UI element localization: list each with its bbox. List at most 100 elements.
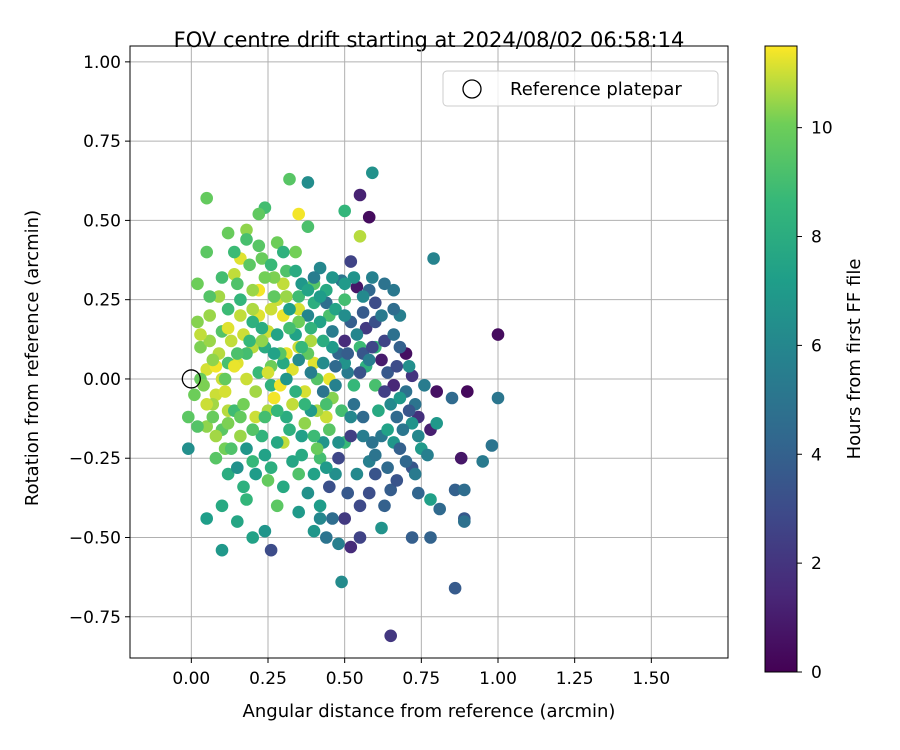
x-axis-label: Angular distance from reference (arcmin) [243, 701, 616, 722]
data-point [307, 271, 321, 284]
data-point [326, 325, 339, 338]
data-point [384, 398, 398, 411]
data-point [224, 334, 238, 348]
data-point [292, 467, 306, 481]
data-point [215, 271, 229, 284]
colorbar [764, 45, 798, 673]
data-point [356, 306, 370, 319]
data-point [270, 328, 284, 341]
data-point [390, 360, 404, 373]
data-point [387, 283, 401, 297]
data-point [412, 429, 425, 443]
colorbar-tick-label: 0 [811, 663, 822, 683]
data-point [221, 417, 235, 430]
data-point [261, 366, 275, 379]
data-point [338, 277, 352, 291]
data-point [191, 277, 204, 291]
x-tick-label: 1.25 [556, 669, 594, 689]
data-point [421, 448, 434, 462]
data-point [231, 515, 244, 528]
data-point [313, 499, 327, 513]
legend: Reference platepar [442, 70, 719, 107]
data-point [240, 347, 253, 360]
data-point [277, 356, 290, 370]
data-point [237, 480, 250, 494]
y-tick-label: 0.75 [83, 132, 121, 152]
data-point [338, 293, 352, 307]
data-point [286, 455, 299, 468]
data-point [329, 302, 342, 316]
data-point [206, 410, 220, 424]
colorbar-label: Hours from first FF file [844, 259, 865, 460]
data-point [292, 353, 306, 367]
data-point [320, 531, 333, 544]
data-point [264, 379, 278, 392]
data-point [378, 334, 391, 348]
data-point [491, 391, 505, 405]
data-point [255, 252, 269, 265]
data-point [289, 264, 302, 278]
data-point [218, 385, 232, 398]
data-point [393, 391, 407, 405]
data-point [267, 391, 281, 405]
data-point [249, 467, 262, 481]
data-point [298, 417, 312, 430]
data-point [255, 321, 269, 335]
data-point [412, 486, 425, 500]
data-point [458, 515, 471, 528]
data-point [338, 334, 352, 348]
data-point [212, 290, 226, 303]
data-point [246, 455, 259, 468]
data-point [408, 467, 422, 481]
data-point [344, 540, 358, 554]
data-point [252, 239, 266, 253]
data-point [255, 429, 269, 443]
data-point [231, 347, 244, 360]
data-point [320, 398, 333, 411]
data-point [188, 388, 201, 402]
data-point [310, 442, 324, 456]
data-point [372, 404, 385, 418]
data-point [304, 321, 318, 335]
data-point [295, 448, 309, 462]
data-point [301, 309, 315, 322]
data-point [396, 423, 410, 437]
data-point [228, 245, 241, 259]
data-point [356, 290, 370, 303]
data-point [243, 258, 256, 272]
data-point [375, 353, 388, 367]
data-point [252, 366, 266, 379]
data-point [295, 429, 309, 443]
data-point [344, 429, 358, 443]
y-tick-label: −0.50 [69, 529, 121, 549]
data-point [329, 360, 342, 373]
data-point [313, 451, 327, 465]
y-tick-label: 0.50 [83, 211, 121, 231]
data-point [286, 398, 299, 411]
x-tick-label: 1.00 [479, 669, 517, 689]
data-point [234, 309, 247, 322]
data-point [240, 233, 253, 246]
data-point [378, 385, 391, 398]
data-point [418, 379, 431, 392]
data-point [200, 398, 213, 411]
data-point [381, 461, 394, 475]
data-point [375, 309, 388, 322]
data-point [316, 385, 330, 398]
data-point [301, 220, 315, 233]
colorbar-tick-label: 6 [811, 336, 822, 356]
data-point [307, 356, 321, 370]
y-axis-label: Rotation from reference (arcmin) [22, 210, 43, 506]
data-point [366, 166, 379, 180]
data-point [221, 467, 235, 481]
data-point [270, 404, 284, 418]
x-tick-label: 0.00 [172, 669, 210, 689]
data-point [292, 290, 306, 303]
data-point [356, 429, 370, 443]
data-point [203, 290, 216, 303]
data-point [461, 385, 474, 398]
data-point [424, 493, 437, 506]
data-point [246, 302, 259, 316]
data-point [320, 410, 333, 424]
plot-area-frame [129, 45, 729, 659]
